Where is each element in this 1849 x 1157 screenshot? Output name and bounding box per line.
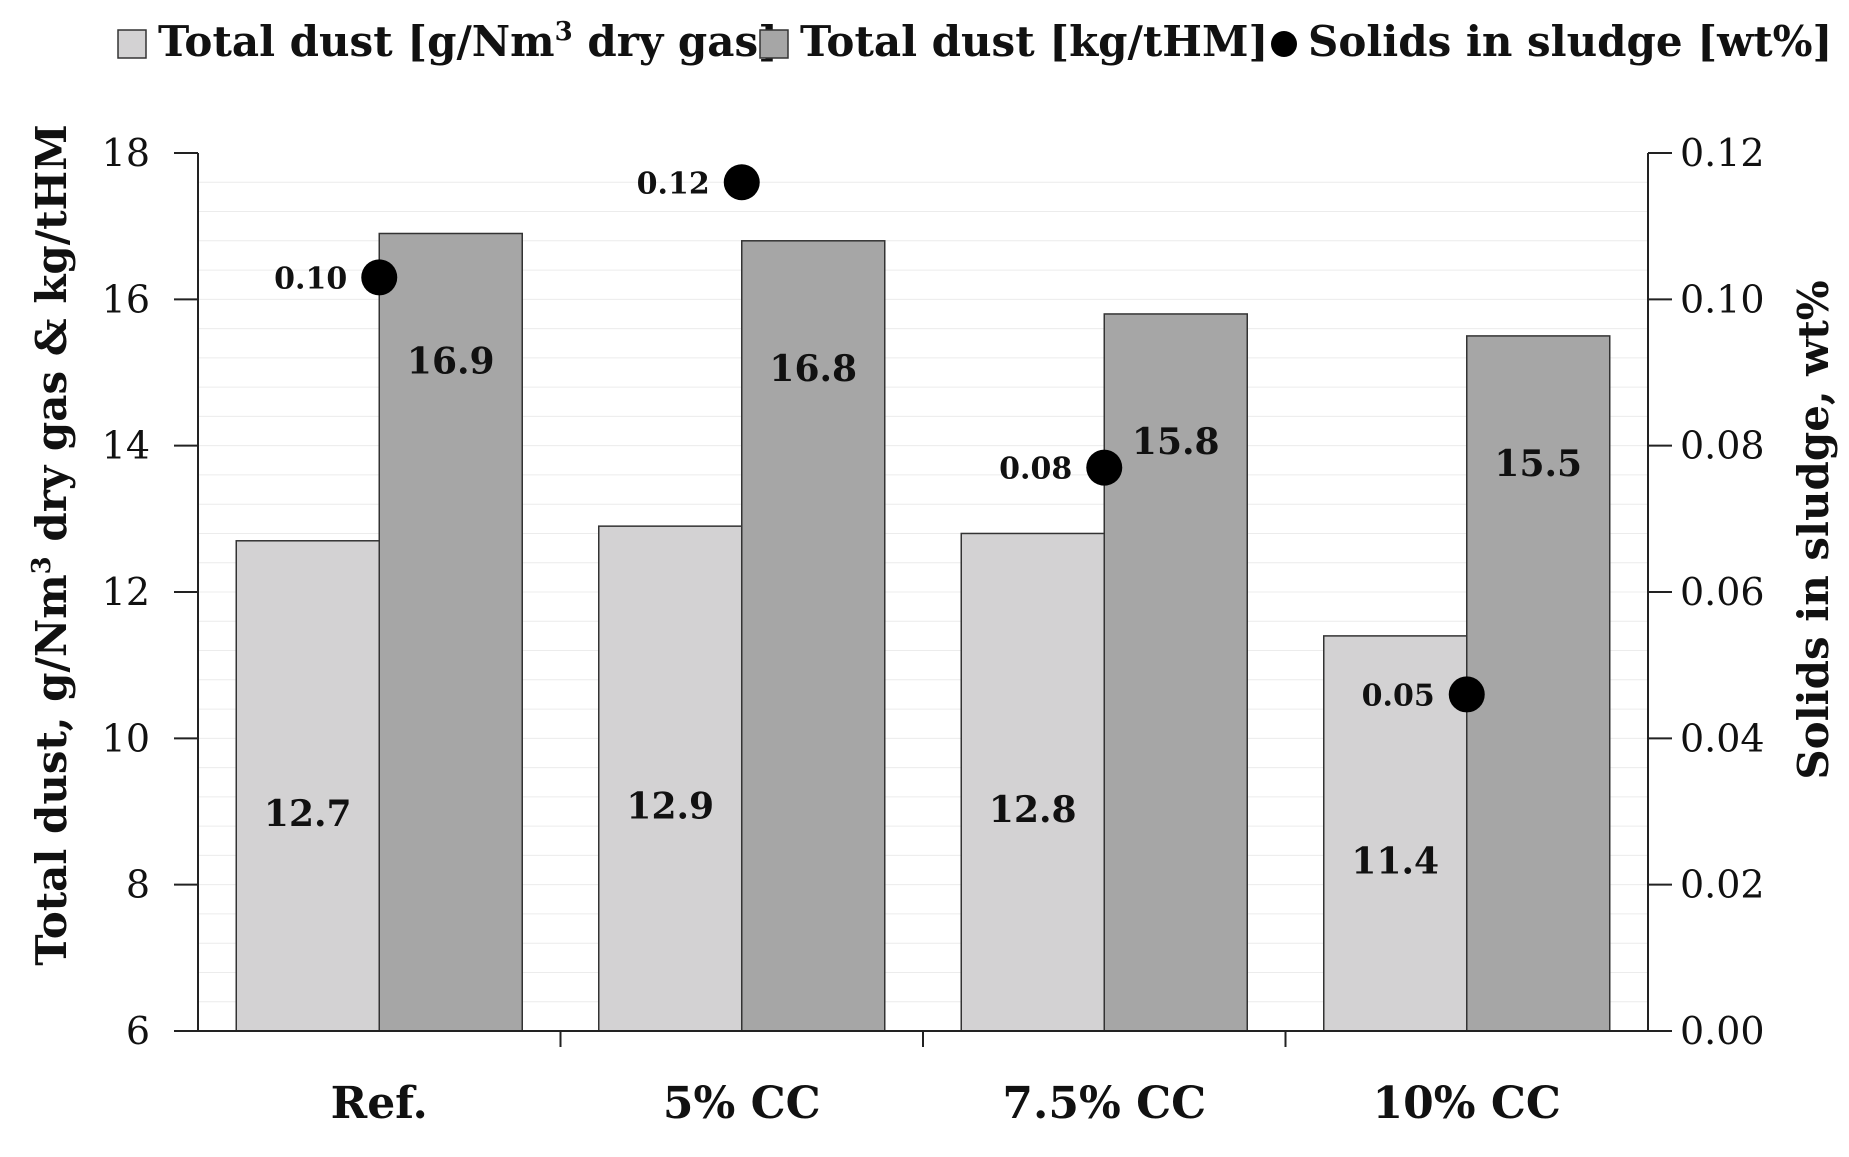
right-tick-label: 0.06 [1680,570,1765,614]
bar-value-label: 16.8 [769,348,857,390]
bar [235,540,380,1032]
bar-value-label: 12.7 [264,793,352,835]
bar-value-label: 15.8 [1132,421,1220,463]
sludge-point [1448,676,1485,713]
legend-marker-sludge [1271,31,1297,57]
left-tick-label: 8 [126,863,150,907]
category-label: 5% CC [663,1078,821,1129]
right-tick-label: 0.02 [1680,863,1765,907]
point-value-label: 0.10 [274,261,347,296]
sludge-point [361,259,398,296]
category-label: 7.5% CC [1002,1078,1206,1129]
legend-label-sludge: Solids in sludge [wt%] [1308,17,1832,66]
point-value-label: 0.08 [999,452,1072,487]
right-tick-label: 0.04 [1680,716,1765,760]
legend-swatch-thm [759,29,789,59]
points: 0.10 0.12 0.08 0.05 [274,164,1485,713]
sludge-point [1086,449,1123,486]
right-tick-label: 0.12 [1680,131,1765,175]
axes: 6 8 10 12 14 16 18 0.00 0.02 0.04 0.06 0.08 0.10 0.12… [102,131,1765,1129]
bar [378,232,523,1032]
legend-label-gas: Total dust [g/Nm3 dry gas] [158,17,778,66]
data-labels: 12.7 16.9 12.9 16.8 12.8 15.8 11.4 15.5 [264,340,1582,882]
point-value-label: 0.12 [637,166,710,201]
right-tick-label: 0.00 [1680,1009,1765,1053]
right-axis-title: Solids in sludge, wt% [1789,280,1838,779]
bar-value-label: 12.8 [989,789,1077,831]
bar [598,525,743,1032]
left-tick-label: 14 [102,424,150,468]
right-tick-label: 0.10 [1680,277,1765,321]
left-tick-label: 10 [102,716,150,760]
right-tick-label: 0.08 [1680,424,1765,468]
legend-label-thm: Total dust [kg/tHM] [800,17,1268,66]
sludge-point [723,164,760,201]
bar [960,532,1105,1032]
bar-value-label: 11.4 [1351,840,1439,882]
left-axis-title: Total dust, g/Nm3 dry gas & kg/tHM [27,124,76,965]
left-tick-label: 12 [102,570,150,614]
bar [1103,313,1248,1032]
legend: Total dust [g/Nm3 dry gas] Total dust [k… [117,17,1832,66]
bar-value-label: 16.9 [407,340,495,382]
left-tick-label: 16 [102,277,150,321]
category-label: Ref. [331,1078,428,1129]
bar [1466,335,1611,1032]
legend-swatch-gas [117,29,147,59]
bar [741,240,886,1032]
bar [1323,635,1468,1032]
point-value-label: 0.05 [1362,678,1435,713]
left-tick-label: 18 [102,131,150,175]
left-tick-label: 6 [126,1009,150,1053]
bar-value-label: 15.5 [1494,443,1582,485]
bar-value-label: 12.9 [626,786,714,828]
category-label: 10% CC [1373,1078,1561,1129]
bars [235,232,1611,1032]
